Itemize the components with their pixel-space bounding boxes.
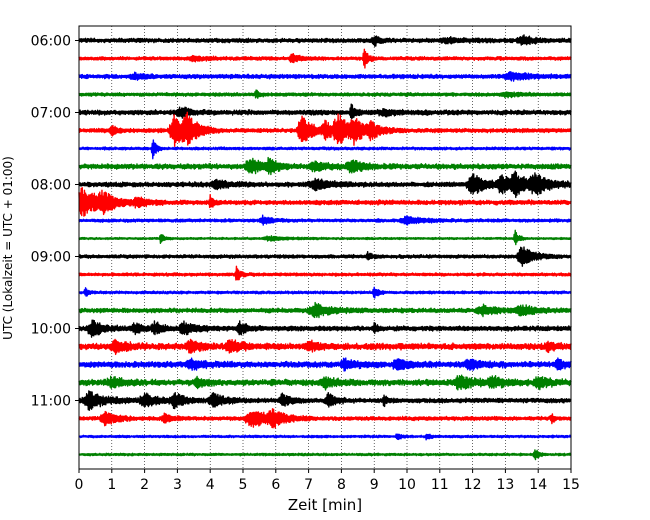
x-tick-label: 12 bbox=[464, 477, 482, 493]
trace-0600 bbox=[78, 34, 572, 47]
y-tick-label: 11:00 bbox=[31, 394, 71, 410]
x-tick-label: 10 bbox=[398, 477, 416, 493]
trace-1000 bbox=[78, 319, 572, 338]
trace-1130 bbox=[78, 433, 572, 441]
trace-1100 bbox=[78, 390, 572, 411]
x-tick-label: 14 bbox=[529, 477, 547, 493]
trace-0700 bbox=[78, 103, 572, 120]
x-tick-label: 7 bbox=[304, 477, 313, 493]
trace-0900 bbox=[78, 246, 572, 267]
x-tick-label: 4 bbox=[206, 477, 215, 493]
x-tick-label: 15 bbox=[562, 477, 580, 493]
x-tick-label: 1 bbox=[107, 477, 116, 493]
trace-1015 bbox=[78, 338, 572, 356]
y-tick-label: 07:00 bbox=[31, 106, 71, 122]
trace-0800 bbox=[78, 170, 572, 199]
y-tick-label: 10:00 bbox=[31, 322, 71, 338]
trace-0815 bbox=[78, 187, 572, 217]
trace-1145 bbox=[78, 449, 572, 461]
x-tick-label: 2 bbox=[140, 477, 149, 493]
trace-0945 bbox=[78, 301, 572, 319]
trace-0830 bbox=[78, 214, 572, 226]
trace-0715 bbox=[78, 111, 572, 147]
minute-grid bbox=[111, 26, 539, 469]
x-tick-label: 8 bbox=[337, 477, 346, 493]
trace-0630 bbox=[78, 71, 572, 82]
trace-0730 bbox=[78, 139, 572, 160]
y-axis-ticks: 06:00 07:00 08:00 09:00 10:00 11:00 bbox=[31, 34, 79, 410]
y-axis-label: UTC (Lokalzeit = UTC + 01:00) bbox=[1, 156, 15, 340]
x-tick-label: 5 bbox=[239, 477, 248, 493]
trace-0915 bbox=[78, 265, 572, 281]
plot-frame bbox=[78, 25, 572, 470]
y-tick-label: 06:00 bbox=[31, 34, 71, 50]
x-tick-label: 6 bbox=[271, 477, 280, 493]
y-tick-label: 08:00 bbox=[31, 178, 71, 194]
x-tick-label: 11 bbox=[431, 477, 449, 493]
x-tick-label: 3 bbox=[173, 477, 182, 493]
y-tick-label: 09:00 bbox=[31, 250, 71, 266]
x-axis-ticks: 0 1 2 3 4 5 6 7 8 9 10 11 12 13 14 15 bbox=[75, 469, 580, 493]
trace-0615 bbox=[78, 48, 572, 69]
trace-0645 bbox=[78, 89, 572, 99]
trace-1030 bbox=[78, 357, 572, 372]
trace-0745 bbox=[78, 156, 572, 176]
x-axis-label: Zeit [min] bbox=[288, 496, 362, 514]
x-tick-label: 9 bbox=[370, 477, 379, 493]
trace-1115 bbox=[78, 408, 572, 429]
seismic-traces bbox=[78, 34, 572, 461]
x-tick-label: 13 bbox=[496, 477, 514, 493]
x-tick-label: 0 bbox=[75, 477, 84, 493]
trace-0845 bbox=[78, 229, 572, 246]
trace-1045 bbox=[78, 374, 572, 391]
trace-0930 bbox=[78, 286, 572, 299]
